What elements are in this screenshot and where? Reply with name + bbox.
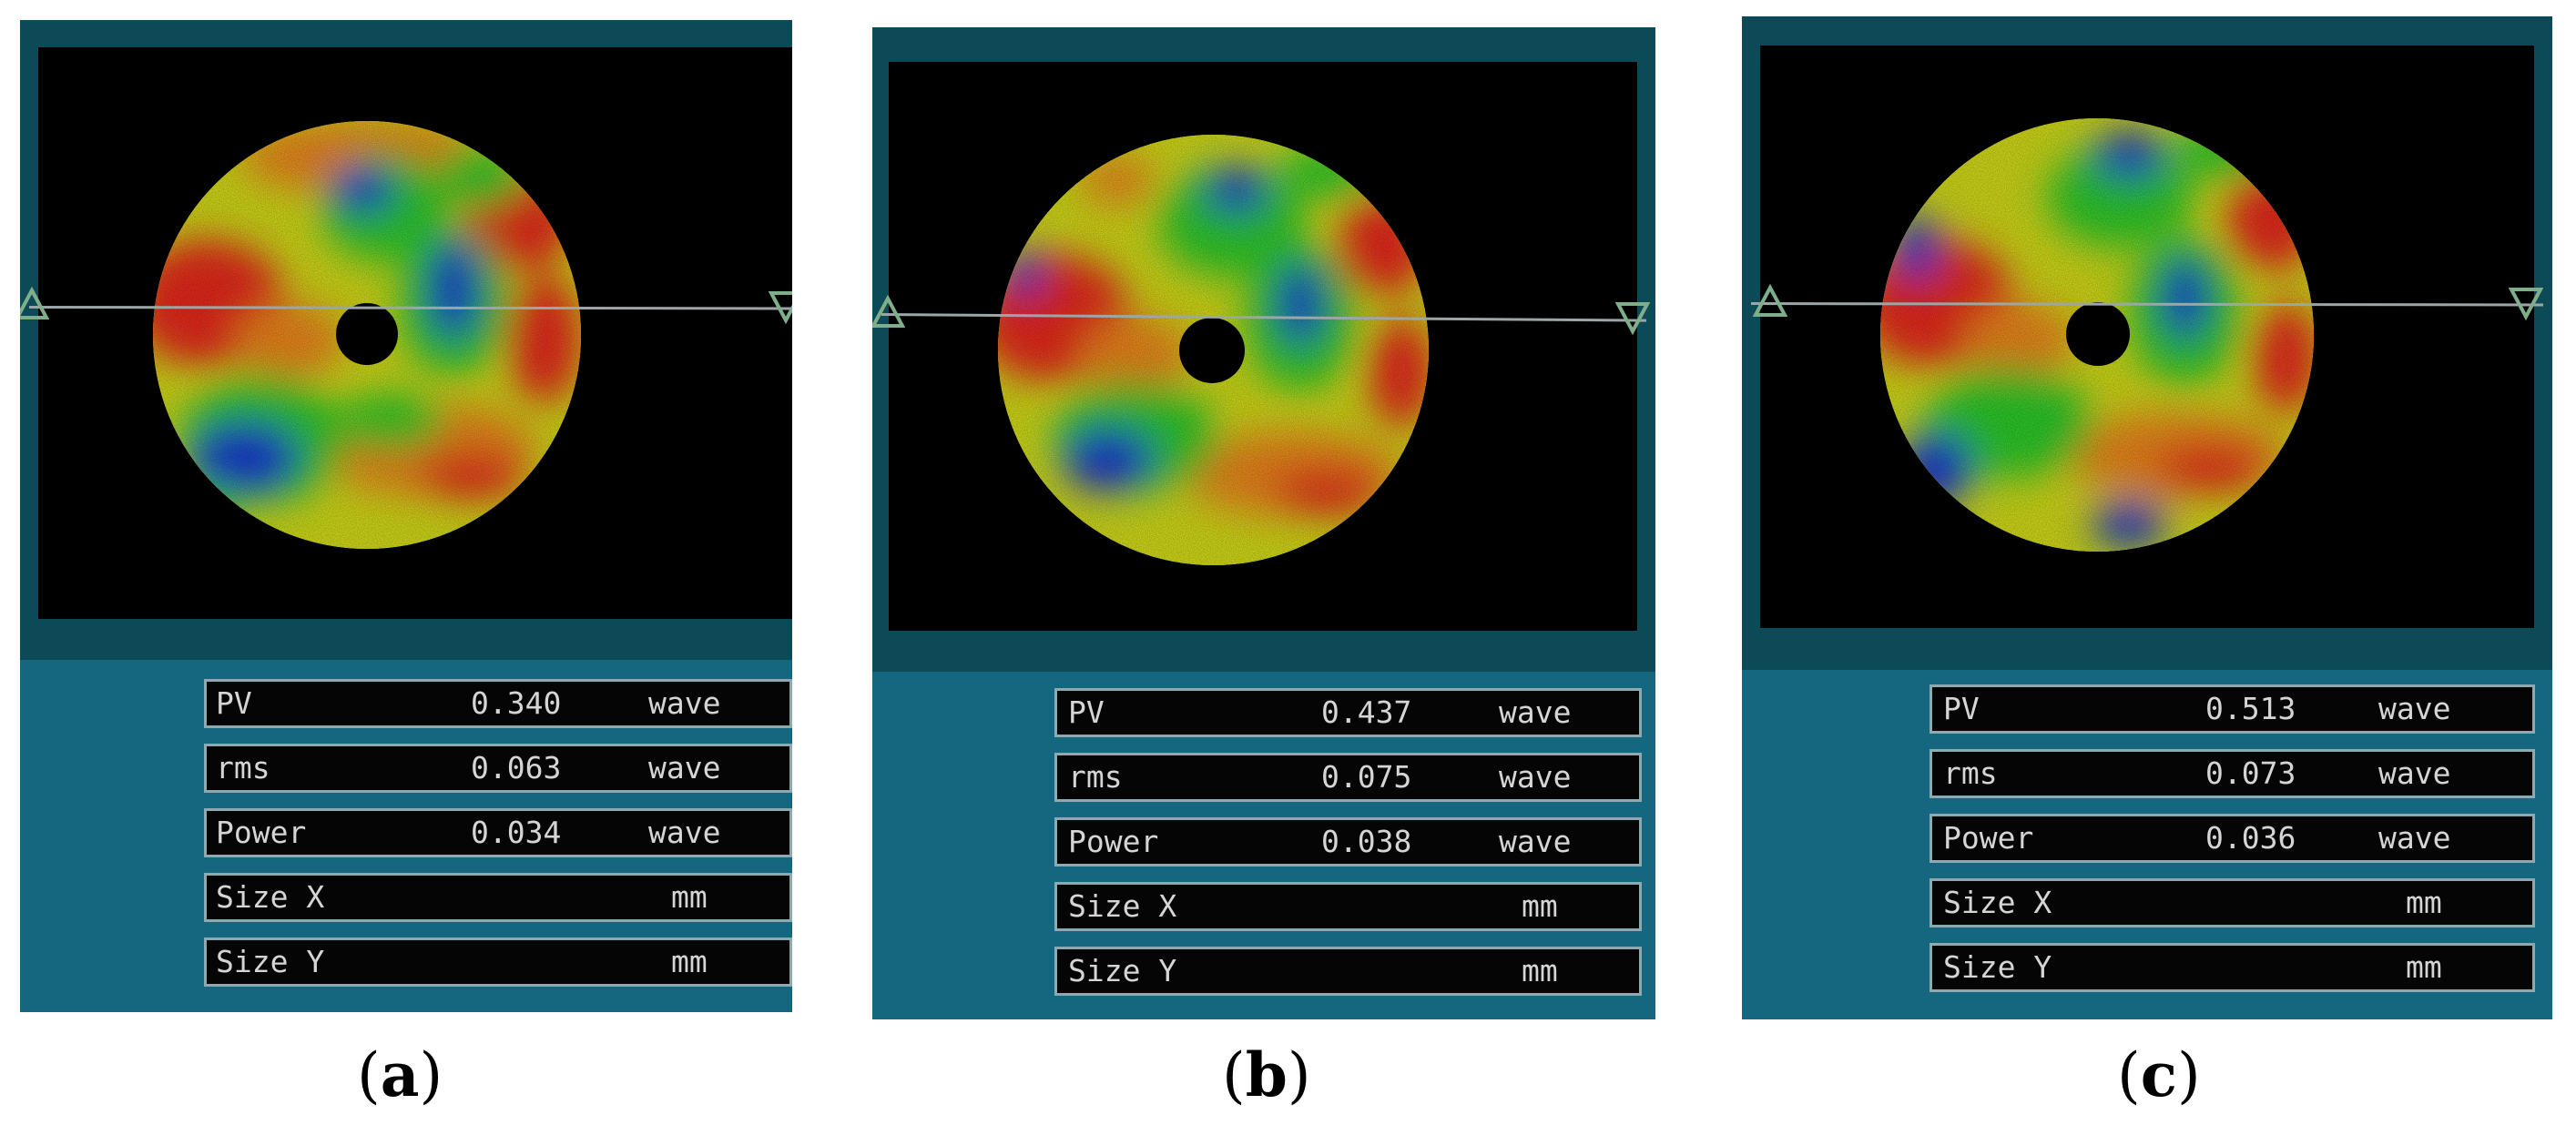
metric-label: rms [1943,755,1998,791]
readout-row-rms: rms 0.073 wave [1929,749,2535,798]
metric-label: Size X [1068,888,1177,924]
readout-row-size-y: Size Y mm [1054,947,1642,996]
triangle-down-icon[interactable] [1615,300,1650,335]
metric-label: Power [216,815,307,850]
metric-unit: wave [2378,691,2451,726]
metric-unit: wave [2378,755,2451,791]
metric-unit: mm [2406,949,2442,985]
triangle-up-icon[interactable] [872,295,905,329]
metric-value: 0.075 [1321,759,1412,795]
readout-area: PV 0.437 wave rms 0.075 wave Power 0.038… [872,672,1655,1019]
metric-label: Power [1943,820,2034,856]
metric-label: Power [1068,824,1159,859]
metric-unit: wave [648,750,721,785]
metric-unit: wave [1499,759,1572,795]
readout-row-rms: rms 0.063 wave [204,744,792,793]
metric-label: Size X [216,879,325,915]
metric-unit: mm [1522,888,1558,924]
readout-row-rms: rms 0.075 wave [1054,753,1642,802]
metric-unit: mm [671,879,708,915]
readout-row-size-x: Size X mm [1054,882,1642,931]
caption-c: (c) [2117,1039,2201,1110]
readout-row-size-y: Size Y mm [1929,943,2535,992]
metric-unit: mm [671,944,708,979]
metric-label: Size Y [1068,953,1177,988]
readout-row-pv: PV 0.340 wave [204,679,792,728]
metric-label: PV [1943,691,1980,726]
map-display [38,47,792,619]
metric-unit: wave [2378,820,2451,856]
metric-unit: mm [2406,885,2442,920]
metric-value: 0.073 [2205,755,2296,791]
metric-value: 0.038 [1321,824,1412,859]
readout-area: PV 0.340 wave rms 0.063 wave Power 0.034… [20,660,792,1012]
readout-row-size-x: Size X mm [1929,878,2535,927]
metric-label: PV [1068,694,1105,730]
center-hole [2066,302,2130,366]
readout-row-pv: PV 0.513 wave [1929,684,2535,734]
metric-label: PV [216,685,252,721]
metric-unit: wave [1499,824,1572,859]
metric-value: 0.036 [2205,820,2296,856]
map-display [889,62,1637,631]
readout-row-power: Power 0.034 wave [204,808,792,857]
readout-row-size-y: Size Y mm [204,937,792,987]
caption-a: (a) [357,1039,443,1110]
map-display [1760,46,2534,628]
metric-unit: wave [648,685,721,721]
metric-value: 0.063 [471,750,562,785]
metric-unit: wave [1499,694,1572,730]
metric-value: 0.513 [2205,691,2296,726]
triangle-up-icon[interactable] [20,287,49,321]
metric-label: rms [1068,759,1123,795]
triangle-up-icon[interactable] [1753,284,1787,319]
caption-b: (b) [1222,1039,1311,1110]
metric-label: rms [216,750,270,785]
metric-unit: wave [648,815,721,850]
metric-label: Size X [1943,885,2052,920]
metric-unit: mm [1522,953,1558,988]
caption-letter: a [380,1039,420,1110]
center-hole [1179,318,1245,383]
metric-value: 0.340 [471,685,562,721]
triangle-down-icon[interactable] [2509,286,2543,320]
readout-row-pv: PV 0.437 wave [1054,688,1642,737]
interferogram-panel-a: PV 0.340 wave rms 0.063 wave Power 0.034… [20,20,792,1012]
caption-letter: b [1245,1039,1288,1110]
metric-label: Size Y [1943,949,2052,985]
readout-area: PV 0.513 wave rms 0.073 wave Power 0.036… [1742,670,2552,1019]
metric-label: Size Y [216,944,325,979]
interferogram-panel-c: PV 0.513 wave rms 0.073 wave Power 0.036… [1742,16,2552,1019]
caption-letter: c [2140,1039,2177,1110]
interferogram-panel-b: PV 0.437 wave rms 0.075 wave Power 0.038… [872,27,1655,1019]
readout-row-power: Power 0.036 wave [1929,814,2535,863]
center-hole [336,303,398,365]
readout-row-size-x: Size X mm [204,873,792,922]
triangle-down-icon[interactable] [769,289,792,324]
readout-row-power: Power 0.038 wave [1054,817,1642,866]
metric-value: 0.437 [1321,694,1412,730]
metric-value: 0.034 [471,815,562,850]
